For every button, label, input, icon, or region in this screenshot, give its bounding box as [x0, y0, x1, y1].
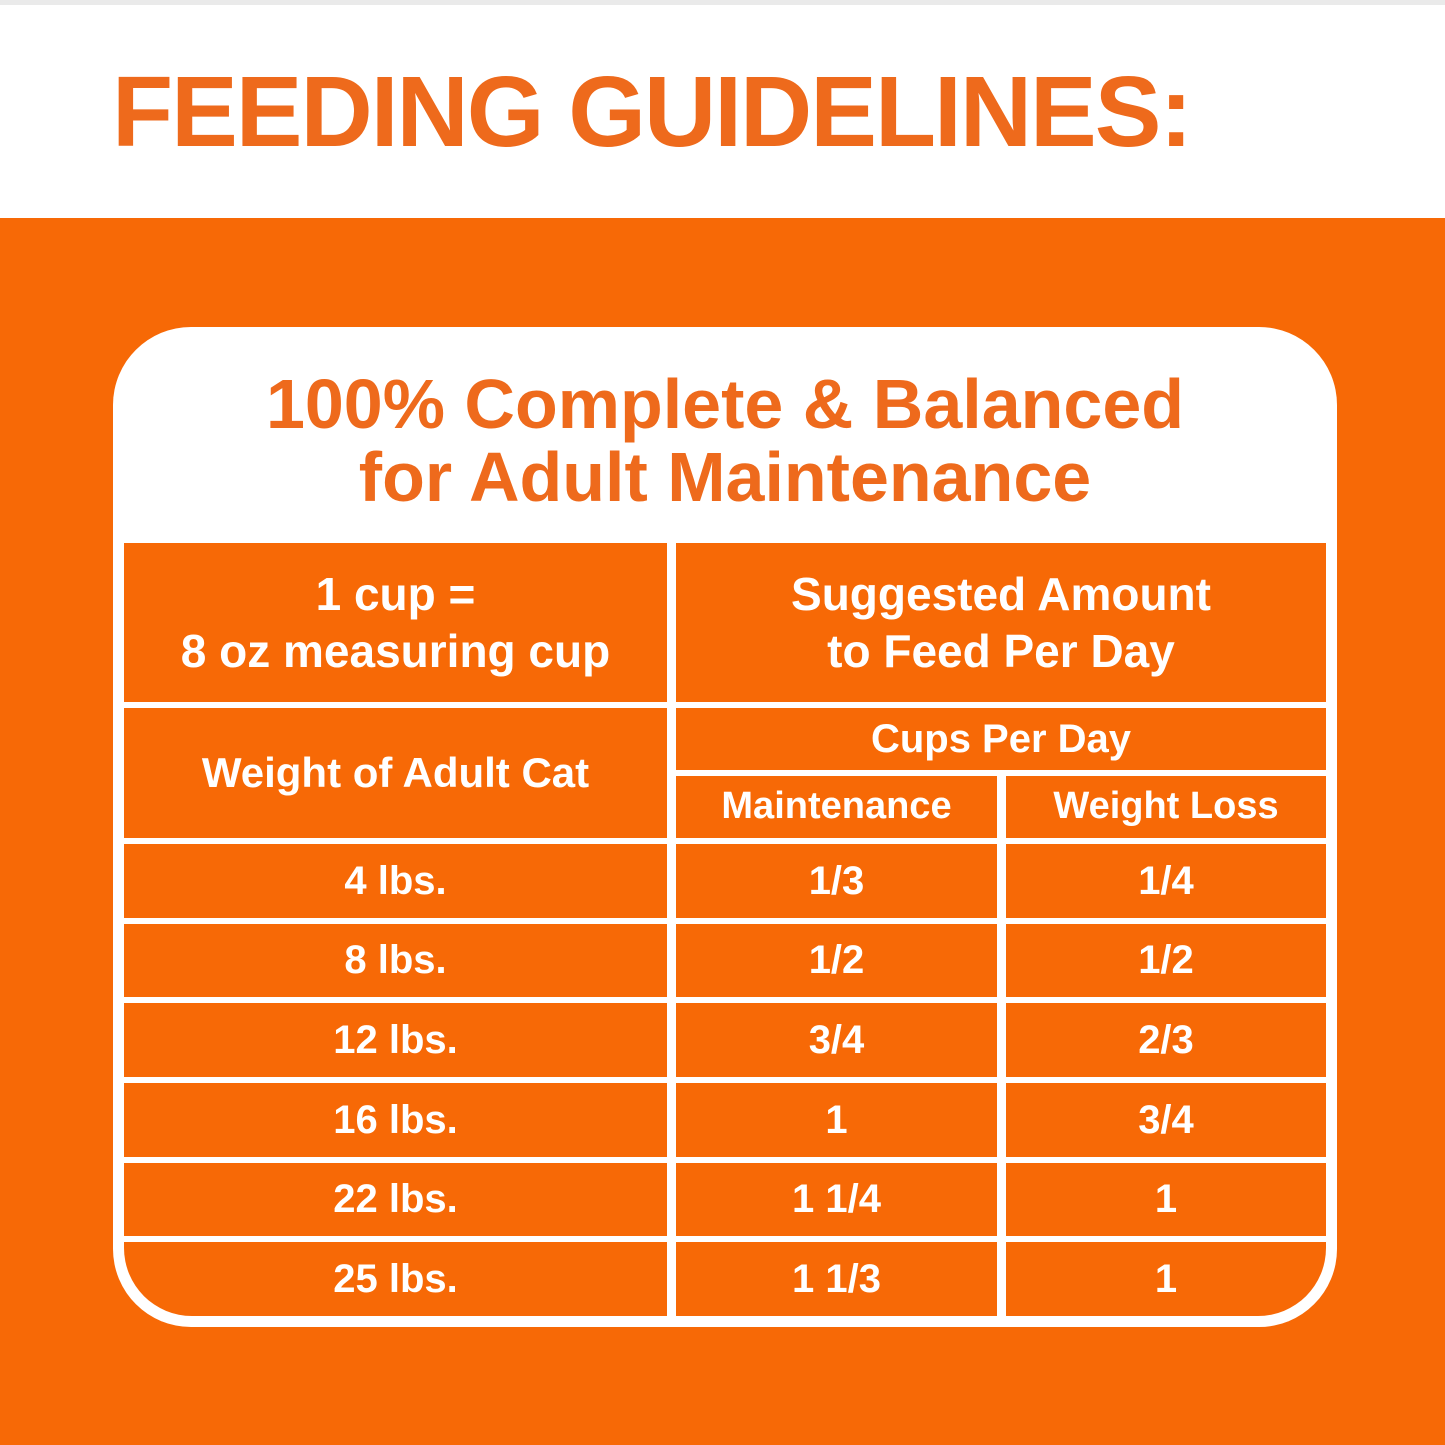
page-title: FEEDING GUIDELINES:	[112, 55, 1193, 168]
row-1-weight-loss-cell: 1/2	[1006, 923, 1326, 998]
row-2-weight-loss-cell: 2/3	[1006, 1003, 1326, 1077]
row-4-weight-loss-cell: 1	[1006, 1162, 1326, 1237]
row-0-weight-cell: 4 lbs.	[124, 844, 667, 918]
row-3-weight-cell: 16 lbs.	[124, 1082, 667, 1157]
row-4-weight-cell: 22 lbs.	[124, 1162, 667, 1237]
suggested-amount-line2: to Feed Per Day	[827, 624, 1175, 677]
row-1-maintenance-cell: 1/2	[676, 923, 997, 998]
row-5-maintenance-cell: 1 1/3	[676, 1242, 997, 1316]
row-0-weight-loss-cell: 1/4	[1006, 844, 1326, 918]
row-3-maintenance-cell: 1	[676, 1082, 997, 1157]
cup-measure-note-line2: 8 oz measuring cup	[180, 624, 611, 677]
column-group-header-cups-per-day: Cups Per Day	[676, 708, 1326, 770]
row-4-maintenance-cell: 1 1/4	[676, 1162, 997, 1237]
guidelines-panel-inner: 100% Complete & Balanced for Adult Maint…	[124, 338, 1326, 1316]
orange-background: 100% Complete & Balanced for Adult Maint…	[0, 218, 1445, 1445]
row-2-weight-cell: 12 lbs.	[124, 1003, 667, 1077]
cup-measure-note-line1: 1 cup =	[315, 567, 476, 620]
column-header-weight: Weight of Adult Cat	[124, 708, 667, 838]
row-1-weight-cell: 8 lbs.	[124, 923, 667, 998]
guidelines-panel: 100% Complete & Balanced for Adult Maint…	[113, 327, 1337, 1327]
column-header-weight-loss: Weight Loss	[1006, 776, 1326, 838]
row-3-weight-loss-cell: 3/4	[1006, 1082, 1326, 1157]
panel-heading-line1: 100% Complete & Balanced	[265, 364, 1185, 443]
column-header-maintenance: Maintenance	[676, 776, 997, 838]
panel-heading-line2: for Adult Maintenance	[358, 437, 1092, 516]
row-5-weight-cell: 25 lbs.	[124, 1242, 667, 1316]
feeding-table: 1 cup = 8 oz measuring cup Suggested Amo…	[124, 543, 1326, 1316]
title-band: FEEDING GUIDELINES:	[0, 0, 1445, 218]
panel-heading: 100% Complete & Balanced for Adult Maint…	[124, 338, 1326, 543]
suggested-amount-header-cell: Suggested Amount to Feed Per Day	[676, 543, 1326, 702]
row-0-maintenance-cell: 1/3	[676, 844, 997, 918]
cup-measure-note-cell: 1 cup = 8 oz measuring cup	[124, 543, 667, 702]
suggested-amount-line1: Suggested Amount	[791, 567, 1211, 620]
row-2-maintenance-cell: 3/4	[676, 1003, 997, 1077]
row-5-weight-loss-cell: 1	[1006, 1242, 1326, 1316]
